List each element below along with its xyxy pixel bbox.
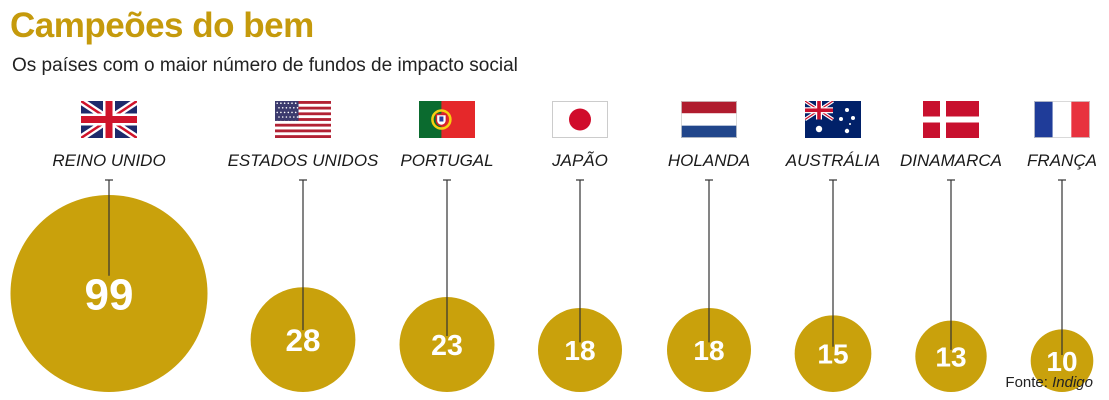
country-label: AUSTRÁLIA bbox=[785, 151, 880, 170]
bubble bbox=[10, 194, 208, 392]
value-label: 10 bbox=[1046, 346, 1077, 377]
flag-uk-icon bbox=[81, 101, 137, 138]
chart-subtitle: Os países com o maior número de fundos d… bbox=[12, 55, 518, 76]
value-label: 28 bbox=[286, 323, 321, 358]
flag-denmark-icon bbox=[923, 101, 979, 138]
bubble bbox=[1030, 329, 1094, 392]
chart-title: Campeões do bem bbox=[10, 6, 314, 45]
flag-portugal-icon bbox=[419, 101, 475, 138]
flag-france-icon bbox=[1034, 101, 1090, 138]
value-label: 13 bbox=[935, 341, 966, 372]
country-label: DINAMARCA bbox=[900, 151, 1002, 170]
value-label: 18 bbox=[564, 335, 595, 366]
country-label: HOLANDA bbox=[668, 151, 750, 170]
bubble bbox=[399, 297, 495, 392]
bubble bbox=[666, 307, 752, 392]
flag-japan-icon bbox=[552, 101, 608, 138]
source-name: Indigo bbox=[1052, 374, 1093, 391]
value-label: 18 bbox=[693, 335, 724, 366]
flag-australia-icon bbox=[805, 101, 861, 138]
country-label: PORTUGAL bbox=[400, 151, 493, 170]
bubble bbox=[794, 315, 872, 392]
bubble bbox=[915, 320, 987, 393]
value-label: 15 bbox=[817, 339, 848, 370]
country-label: ESTADOS UNIDOS bbox=[228, 151, 379, 170]
source-note: Fonte: Indigo bbox=[1005, 373, 1093, 393]
country-label: FRANÇA bbox=[1027, 151, 1097, 170]
country-label: REINO UNIDO bbox=[52, 151, 165, 170]
bubble bbox=[250, 287, 356, 393]
flag-usa-icon bbox=[275, 101, 331, 138]
bubble bbox=[537, 307, 623, 392]
country-label: JAPÃO bbox=[551, 151, 608, 170]
value-label: 23 bbox=[431, 330, 463, 362]
value-label: 99 bbox=[85, 270, 134, 319]
source-label: Fonte: bbox=[1005, 374, 1048, 391]
flag-netherlands-icon bbox=[681, 101, 737, 138]
